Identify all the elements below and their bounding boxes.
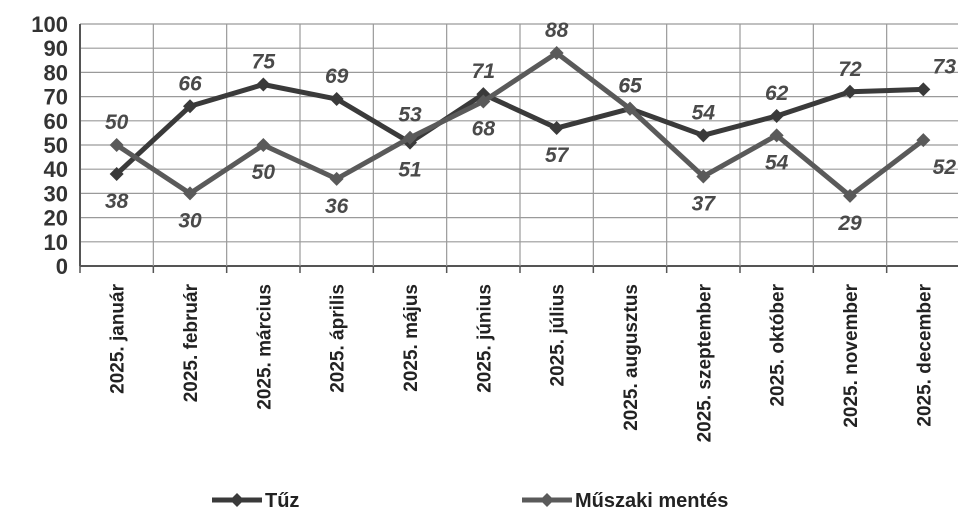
x-axis-categories: 2025. január 2025. február 2025. március 20… [108, 283, 936, 442]
y-tick-label-10: 10 [44, 230, 68, 255]
data-label-muszaki-mentes-1: 50 [105, 111, 129, 134]
data-label-tuz-4: 69 [325, 65, 349, 88]
data-label-tuz-6: 71 [472, 60, 495, 83]
data-label-muszaki-mentes-6: 68 [472, 117, 496, 140]
data-label-tuz-7: 57 [545, 144, 570, 167]
data-label-muszaki-mentes-8: 65 [618, 75, 642, 98]
y-tick-label-100: 100 [31, 12, 68, 37]
point-muszaki-mentes-1 [109, 138, 124, 152]
y-tick-label-50: 50 [44, 133, 68, 158]
data-label-tuz-8: 65 [618, 75, 642, 98]
x-tick-label-2025-szeptember: 2025. szeptember [694, 283, 715, 442]
series-line-muszaki-mentes [115, 50, 925, 199]
legend-label-tuz: Tűz [265, 490, 299, 512]
point-muszaki-mentes-6 [476, 94, 491, 109]
data-label-muszaki-mentes-3: 50 [252, 161, 276, 184]
x-tick-label-2025-majus: 2025. május [401, 284, 422, 392]
data-label-muszaki-mentes-5: 53 [398, 104, 422, 127]
legend-label-muszaki-mentes: Műszaki mentés [575, 490, 728, 512]
y-tick-label-40: 40 [44, 157, 68, 182]
point-tuz-10 [769, 108, 784, 123]
data-label-tuz-12: 73 [933, 55, 957, 78]
data-label-tuz-2: 66 [178, 72, 202, 95]
y-tick-label-80: 80 [44, 60, 68, 85]
x-tick-label-2025-junius: 2025. június [474, 284, 495, 393]
point-muszaki-mentes-2 [183, 186, 197, 201]
data-label-muszaki-mentes-4: 36 [325, 195, 349, 218]
point-muszaki-mentes-4 [329, 171, 344, 186]
y-tick-label-0: 0 [56, 254, 68, 279]
point-tuz-7 [549, 121, 564, 136]
x-tick-label-2025-oktober: 2025. október [768, 283, 789, 406]
y-tick-label-30: 30 [44, 181, 68, 206]
data-label-tuz-10: 62 [765, 82, 789, 105]
point-muszaki-mentes-8 [623, 101, 637, 116]
y-tick-label-60: 60 [44, 109, 68, 134]
data-label-muszaki-mentes-12: 52 [933, 156, 957, 179]
point-muszaki-mentes-11 [843, 188, 857, 203]
legend-marker-tuz [230, 493, 244, 507]
data-label-tuz-3: 75 [252, 51, 276, 74]
data-label-muszaki-mentes-10: 54 [765, 151, 789, 174]
x-tick-label-2025-januar: 2025. január [108, 283, 129, 393]
legend: Tűz Műszaki mentés [212, 490, 728, 512]
point-muszaki-mentes-3 [256, 138, 271, 152]
data-label-muszaki-mentes-7: 88 [545, 19, 569, 42]
point-tuz-9 [696, 128, 711, 143]
series-layer [109, 46, 931, 203]
data-label-tuz-9: 54 [692, 101, 716, 124]
x-tick-label-2025-februar: 2025. február [181, 283, 202, 402]
point-muszaki-mentes-9 [696, 169, 711, 184]
data-label-tuz-11: 72 [838, 58, 862, 81]
point-tuz-4 [329, 92, 344, 107]
data-label-muszaki-mentes-11: 29 [837, 212, 862, 235]
grid-lines [79, 23, 958, 273]
point-muszaki-mentes-5 [403, 130, 417, 145]
point-muszaki-mentes-10 [769, 128, 784, 143]
x-tick-label-2025-augusztus: 2025. augusztus [621, 284, 642, 431]
legend-item-muszaki-mentes: Műszaki mentés [522, 490, 728, 512]
point-tuz-1 [109, 167, 124, 182]
x-tick-label-2025-december: 2025. december [914, 283, 935, 426]
point-tuz-3 [256, 77, 271, 92]
point-tuz-11 [843, 84, 857, 99]
point-tuz-2 [183, 99, 197, 114]
data-label-muszaki-mentes-2: 30 [178, 209, 202, 232]
legend-item-tuz: Tűz [212, 490, 299, 512]
y-tick-label-20: 20 [44, 206, 68, 231]
point-muszaki-mentes-12 [916, 133, 931, 148]
x-tick-label-2025-november: 2025. november [841, 283, 862, 427]
y-tick-label-90: 90 [44, 36, 68, 61]
x-tick-label-2025-marcius: 2025. március [254, 284, 275, 410]
data-label-tuz-5: 51 [398, 159, 421, 182]
data-label-muszaki-mentes-9: 37 [692, 192, 717, 215]
point-tuz-12 [916, 82, 931, 97]
point-muszaki-mentes-7 [549, 46, 564, 61]
legend-marker-muszaki-mentes [540, 493, 554, 507]
x-tick-label-2025-aprilis: 2025. április [328, 284, 349, 393]
x-tick-label-2025-julius: 2025. július [548, 284, 569, 386]
data-label-tuz-1: 38 [105, 190, 129, 213]
series-line-tuz [114, 82, 924, 176]
y-tick-label-70: 70 [44, 85, 68, 110]
